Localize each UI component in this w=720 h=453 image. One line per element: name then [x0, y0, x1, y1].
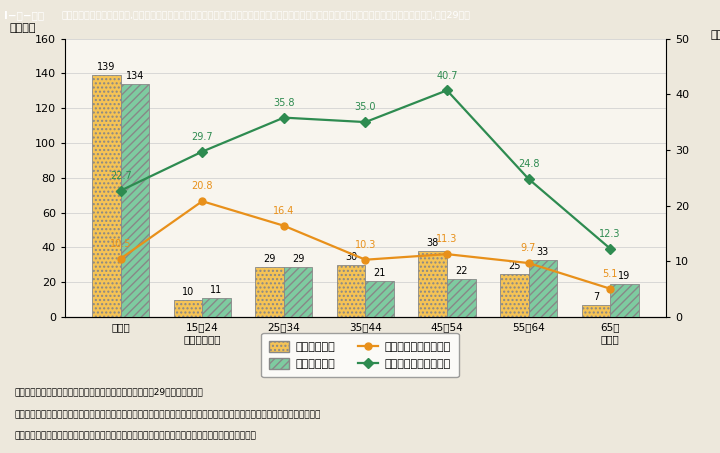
Text: 35.0: 35.0 — [355, 102, 376, 112]
Bar — [92, 75, 121, 317]
Text: 25: 25 — [508, 261, 521, 271]
Bar — [500, 274, 528, 317]
Text: 11: 11 — [210, 285, 222, 295]
Bar — [256, 267, 284, 317]
Text: 22: 22 — [455, 266, 467, 276]
Bar — [610, 284, 639, 317]
Text: （備考）　１．総務省「労働力調査（詳細集計）」（平成29年）より作成。: （備考） １．総務省「労働力調査（詳細集計）」（平成29年）より作成。 — [14, 387, 203, 396]
Bar — [418, 251, 447, 317]
Text: 134: 134 — [126, 71, 144, 81]
Text: 38: 38 — [426, 238, 438, 248]
Bar — [284, 267, 312, 317]
Text: 29: 29 — [292, 254, 305, 264]
Text: 12.3: 12.3 — [599, 229, 621, 239]
Text: 22.7: 22.7 — [110, 171, 132, 181]
Y-axis label: （万人）: （万人） — [9, 23, 36, 33]
Text: 10.5: 10.5 — [110, 239, 132, 249]
Text: いている主な理由が「正規の職員・従業員の仕事がないから」とする者の人数及び割合。: いている主な理由が「正規の職員・従業員の仕事がないから」とする者の人数及び割合。 — [14, 431, 256, 440]
Text: 5.1: 5.1 — [603, 269, 618, 279]
Text: Ⅰ−２−７図: Ⅰ−２−７図 — [4, 10, 44, 20]
Text: 20.8: 20.8 — [192, 182, 213, 192]
Text: 24.8: 24.8 — [518, 159, 539, 169]
Text: 40.7: 40.7 — [436, 71, 458, 81]
Text: 30: 30 — [345, 252, 357, 262]
Bar — [202, 298, 231, 317]
Text: 19: 19 — [618, 271, 631, 281]
Bar — [174, 300, 202, 317]
Text: 29: 29 — [264, 254, 276, 264]
Y-axis label: （％）: （％） — [710, 30, 720, 40]
Bar — [366, 280, 394, 317]
Text: 139: 139 — [97, 63, 116, 72]
Text: 21: 21 — [374, 268, 386, 278]
Text: 非正規雇用労働者のうち,現職の雇用形態についている主な理由が「正規の職員・従業員の仕事がないから」とする者の人数及び割合（男女別,平成29年）: 非正規雇用労働者のうち,現職の雇用形態についている主な理由が「正規の職員・従業員… — [61, 10, 470, 19]
Text: 29.7: 29.7 — [192, 132, 213, 142]
Legend: 人数（女性）, 人数（男性）, 割合（女性，右目盛）, 割合（男性，右目盛）: 人数（女性）, 人数（男性）, 割合（女性，右目盛）, 割合（男性，右目盛） — [261, 333, 459, 377]
Text: 9.7: 9.7 — [521, 243, 536, 253]
Text: 35.8: 35.8 — [273, 98, 294, 108]
Text: ２．非正規の職員・従業員（現職の雇用形態についている理由が不明である者を除く。）のうち，現職の雇用形態につ: ２．非正規の職員・従業員（現職の雇用形態についている理由が不明である者を除く。）… — [14, 410, 321, 419]
Text: 16.4: 16.4 — [273, 206, 294, 216]
Bar — [121, 84, 149, 317]
Bar — [528, 260, 557, 317]
Text: 10: 10 — [182, 287, 194, 297]
Text: 33: 33 — [536, 247, 549, 257]
Text: 7: 7 — [593, 292, 599, 302]
Bar — [447, 279, 475, 317]
Bar — [337, 265, 366, 317]
Text: 11.3: 11.3 — [436, 234, 458, 245]
Bar — [582, 305, 610, 317]
Text: 10.3: 10.3 — [355, 240, 376, 250]
